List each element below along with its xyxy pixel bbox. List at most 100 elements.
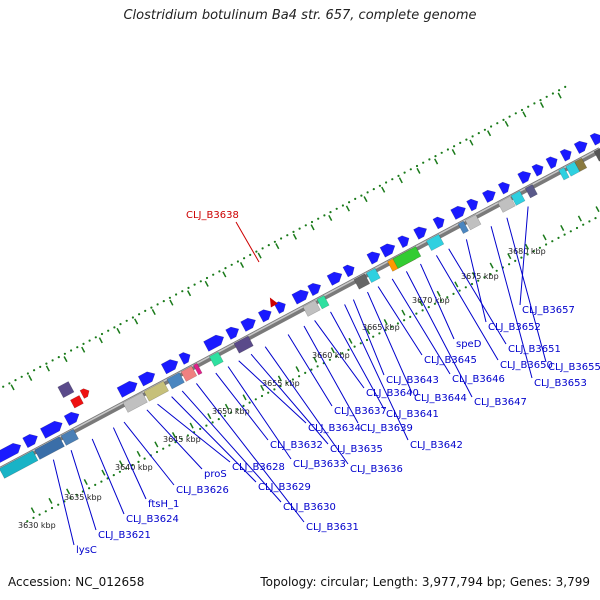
cds-arrow[interactable]: [240, 315, 259, 332]
feature-block[interactable]: [497, 195, 516, 213]
cds-arrow[interactable]: [481, 187, 498, 203]
cds-arrow[interactable]: [559, 147, 574, 162]
feature-block[interactable]: [464, 214, 482, 231]
cds-arrow[interactable]: [497, 180, 512, 195]
feature-block[interactable]: [122, 392, 148, 413]
gene-label[interactable]: CLJ_B3645: [424, 355, 477, 366]
cds-arrow[interactable]: [39, 418, 65, 439]
feature-block[interactable]: [316, 295, 330, 310]
cds-arrow[interactable]: [379, 241, 398, 258]
cds-arrow[interactable]: [545, 154, 560, 170]
feature-block[interactable]: [166, 372, 185, 390]
cds-arrow[interactable]: [307, 280, 324, 297]
cds-arrow[interactable]: [589, 131, 600, 146]
gene-label[interactable]: CLJ_B3642: [410, 440, 463, 451]
cds-arrow[interactable]: [257, 307, 274, 323]
gene-label[interactable]: CLJ_B3652: [488, 322, 541, 333]
feature-block[interactable]: [510, 190, 526, 206]
gene-label[interactable]: CLJ_B3631: [306, 522, 359, 533]
feature-block[interactable]: [425, 234, 445, 251]
feature-block[interactable]: [353, 273, 371, 290]
gene-label[interactable]: CLJ_B3644: [414, 393, 467, 404]
gene-label[interactable]: CLJ_B3635: [330, 444, 383, 455]
feature-block[interactable]: [34, 436, 65, 460]
cds-arrow[interactable]: [63, 409, 82, 426]
gene-label[interactable]: CLJ_B3626: [176, 485, 229, 496]
gene-label[interactable]: CLJ_B3621: [98, 530, 151, 541]
feature-block[interactable]: [79, 387, 91, 399]
gene-label[interactable]: CLJ_B3651: [508, 344, 561, 355]
feature-block[interactable]: [143, 380, 169, 402]
gene-label[interactable]: CLJ_B3637: [334, 406, 387, 417]
feature-block[interactable]: [57, 381, 75, 399]
cds-arrow-shape: [432, 216, 445, 230]
cds-arrow[interactable]: [0, 440, 23, 465]
gene-label[interactable]: CLJ_B3646: [452, 374, 505, 385]
gene-label[interactable]: CLJ_B3628: [232, 462, 285, 473]
cds-arrow[interactable]: [137, 369, 157, 387]
gene-label[interactable]: ftsH_1: [148, 499, 179, 510]
cds-arrow[interactable]: [291, 287, 311, 305]
feature-block[interactable]: [574, 157, 588, 172]
feature-block[interactable]: [70, 395, 84, 409]
gene-label[interactable]: CLJ_B3653: [534, 378, 587, 389]
cds-arrow[interactable]: [366, 249, 383, 265]
cds-arrow[interactable]: [160, 357, 180, 375]
gene-label[interactable]: speD: [456, 339, 482, 350]
cds-arrow[interactable]: [342, 263, 357, 278]
cds-arrow[interactable]: [116, 378, 140, 398]
cds-arrow[interactable]: [531, 162, 546, 177]
cds-arrow[interactable]: [225, 324, 242, 340]
highlight-marker[interactable]: [269, 297, 278, 308]
cds-arrow[interactable]: [517, 168, 534, 185]
scale-tick: [383, 319, 388, 326]
gene-label[interactable]: CLJ_B3640: [366, 388, 419, 399]
feature-block[interactable]: [208, 351, 224, 367]
gene-label[interactable]: CLJ_B3636: [350, 464, 403, 475]
gene-label[interactable]: CLJ_B3647: [474, 397, 527, 408]
gene-label[interactable]: proS: [204, 469, 227, 480]
gene-label[interactable]: CLJ_B3643: [386, 375, 439, 386]
inner-dot: [452, 292, 455, 295]
outer-dot: [45, 362, 48, 365]
gene-label[interactable]: CLJ_B3641: [386, 409, 439, 420]
cds-arrow[interactable]: [466, 197, 481, 212]
feature-block[interactable]: [0, 450, 39, 479]
cds-arrow[interactable]: [326, 269, 345, 286]
cds-arrow[interactable]: [203, 332, 227, 352]
feature-block[interactable]: [392, 246, 422, 269]
cds-arrow[interactable]: [178, 350, 193, 365]
gene-label[interactable]: CLJ_B3633: [293, 459, 346, 470]
feature-block[interactable]: [302, 299, 321, 317]
cds-arrow[interactable]: [573, 138, 590, 154]
cds-arrow[interactable]: [413, 224, 430, 240]
feature-block[interactable]: [180, 365, 198, 382]
feature-block[interactable]: [60, 428, 79, 446]
gene-label[interactable]: CLJ_B3650: [500, 360, 553, 371]
gene-label[interactable]: CLJ_B3630: [283, 502, 336, 513]
cds-arrow[interactable]: [22, 431, 41, 449]
feature-block[interactable]: [233, 335, 254, 354]
feature-block[interactable]: [565, 161, 581, 177]
gene-label[interactable]: lysC: [76, 545, 97, 556]
gene-label[interactable]: CLJ_B3632: [270, 440, 323, 451]
gene-label[interactable]: CLJ_B3624: [126, 514, 179, 525]
outer-dot: [255, 250, 258, 253]
gene-label[interactable]: CLJ_B3629: [258, 482, 311, 493]
cds-arrow[interactable]: [273, 299, 288, 314]
feature-block[interactable]: [524, 184, 538, 199]
highlight-gene-label[interactable]: CLJ_B3638: [186, 210, 239, 221]
gene-label[interactable]: CLJ_B3657: [522, 305, 575, 316]
feature-block[interactable]: [558, 167, 570, 181]
cds-arrow[interactable]: [397, 233, 412, 249]
feature-block[interactable]: [365, 267, 381, 283]
scale-tick: [171, 431, 177, 439]
feature-block[interactable]: [193, 362, 203, 376]
gene-label[interactable]: CLJ_B3655: [548, 362, 600, 373]
gene-label[interactable]: CLJ_B3639: [360, 423, 413, 434]
gene-label[interactable]: CLJ_B3634: [308, 423, 361, 434]
cds-arrow[interactable]: [432, 215, 447, 230]
cds-arrow[interactable]: [450, 203, 469, 220]
feature-block[interactable]: [457, 220, 469, 234]
